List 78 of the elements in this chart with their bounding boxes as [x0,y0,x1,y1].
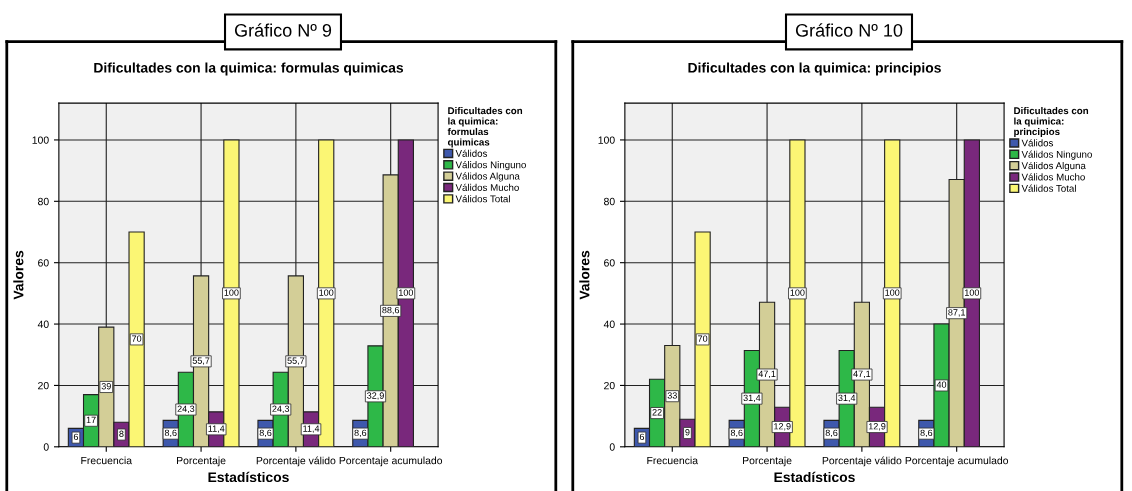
data-label: 55,7 [287,357,305,365]
data-label: 12,9 [868,423,886,431]
data-label: 8,6 [825,429,838,438]
data-label: 100 [224,289,239,296]
data-label: 24,3 [272,405,290,414]
y-tick-label: 20 [38,381,49,390]
legend-label: Válidos Ninguno [1021,150,1092,160]
data-label: 33 [667,392,677,399]
data-label: 40 [936,381,947,388]
x-tick-label: Porcentaje [743,456,792,467]
data-label: 100 [965,289,980,296]
chart-title: Dificultades con la quimica: formulas quimicas [94,62,404,76]
y-tick-label: 0 [609,443,615,451]
data-label: 100 [885,289,900,296]
y-tick-label: 40 [603,320,615,328]
y-axis-title: Valores [579,250,590,300]
data-label: 70 [132,335,142,342]
y-tick-label: 60 [38,259,49,267]
legend-label: Válidos Total [455,195,510,203]
y-tick-label: 0 [43,443,49,451]
data-label: 87,1 [948,309,966,317]
legend-label: Válidos Alguna [455,172,520,182]
data-label: 24,3 [177,405,195,414]
legend-label: Válidos Mucho [1021,173,1085,181]
y-tick-label: 100 [598,136,615,144]
data-label: 11,4 [303,425,320,433]
text: Gráfico Nº 9 [234,23,332,37]
legend-title: Dificultades con la quimica: formulas quimicas [447,107,523,148]
y-axis-title: Valores [13,250,24,300]
x-tick-label: Porcentaje acumulado [339,456,443,467]
legend-label: Válidos Alguna [1021,161,1086,172]
chart-title: Dificultades con la quimica: principios [688,62,941,76]
data-label: 8,6 [730,429,743,438]
data-label: 100 [790,289,805,296]
y-tick-label: 20 [604,381,615,390]
data-label: 47,1 [758,370,776,379]
data-label: 17 [86,416,96,424]
data-label: 8 [119,430,124,437]
data-label: 31,4 [743,394,761,403]
y-tick-label: 80 [604,197,615,206]
data-label: 47,1 [853,370,871,379]
legend-label: Válidos Ninguno [455,161,526,171]
x-tick-label: Porcentaje [177,456,226,467]
x-tick-label: Porcentaje acumulado [905,456,1009,467]
legend-label: Válidos Mucho [455,183,519,191]
text: Gráfico Nº 10 [795,23,903,37]
legend-label: Válidos [1021,139,1054,147]
data-label: 6 [73,433,79,441]
x-axis-title: Estadísticos [774,471,855,483]
data-label: 100 [319,289,334,296]
data-label: 32,9 [367,392,384,400]
data-label: 12,9 [774,423,791,431]
data-label: 9 [685,429,690,436]
data-label: 70 [698,335,708,342]
data-label: 8,6 [259,429,272,438]
data-label: 39 [101,383,111,390]
legend-title: Dificultades con la quimica: principios [1014,107,1089,138]
x-tick-label: Frecuencia [81,456,133,465]
data-label: 31,4 [838,394,856,403]
data-label: 11,4 [208,425,225,433]
y-tick-label: 60 [604,259,615,267]
y-tick-label: 40 [37,320,49,328]
data-label: 55,7 [192,357,210,365]
y-tick-label: 80 [38,197,49,206]
legend-label: Válidos Total [1021,184,1076,192]
y-tick-label: 100 [32,136,49,144]
data-label: 6 [639,433,645,441]
x-tick-label: Frecuencia [647,456,699,465]
data-label: 8,6 [920,429,933,438]
data-label: 88,6 [382,306,400,315]
data-label: 100 [399,289,414,296]
data-label: 8,6 [354,429,367,438]
legend-label: Válidos [455,149,488,157]
data-label: 22 [652,409,662,416]
x-tick-label: Porcentaje válido [822,456,902,467]
x-tick-label: Porcentaje válido [256,456,336,467]
data-label: 8,6 [164,429,177,438]
x-axis-title: Estadísticos [208,471,289,483]
